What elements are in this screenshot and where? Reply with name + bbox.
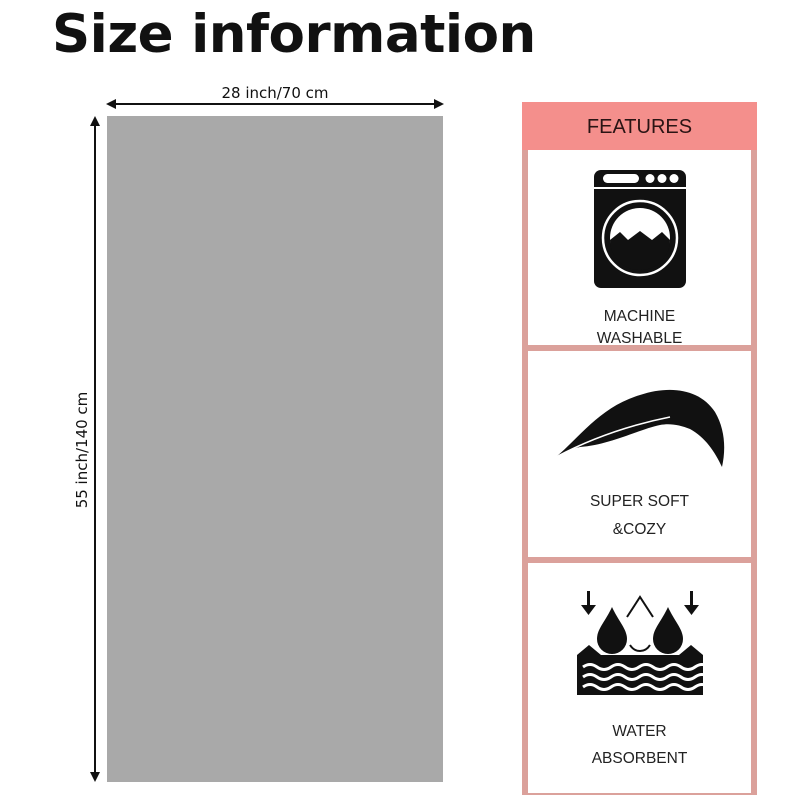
washing-machine-icon (593, 170, 686, 288)
feature-label-line1: MACHINE (603, 308, 676, 325)
feature-machine-washable: MACHINE WASHABLE (528, 150, 751, 347)
width-label: 28 inch/70 cm (221, 84, 329, 102)
feature-label-line2: WASHABLE (596, 330, 683, 347)
feather-icon (555, 389, 724, 467)
feature-label-line2: ABSORBENT (591, 750, 688, 767)
height-arrow (90, 116, 100, 782)
height-label: 55 inch/140 cm (73, 391, 91, 509)
features-header: FEATURES (522, 102, 757, 150)
feature-super-soft: SUPER SOFT &COZY (528, 351, 751, 557)
feature-label-line1: WATER (612, 723, 667, 740)
width-arrow (106, 99, 444, 109)
feature-label-line1: SUPER SOFT (589, 493, 690, 510)
feature-label-line2: &COZY (612, 521, 667, 538)
feature-water-absorbent: WATER ABSORBENT (528, 563, 751, 793)
towel-illustration (107, 116, 443, 782)
water-absorb-icon (576, 591, 705, 695)
page-title: Size information (52, 4, 536, 65)
features-panel: FEATURES MACHINE WASHABLE SUPER SOFT &CO… (522, 102, 757, 795)
